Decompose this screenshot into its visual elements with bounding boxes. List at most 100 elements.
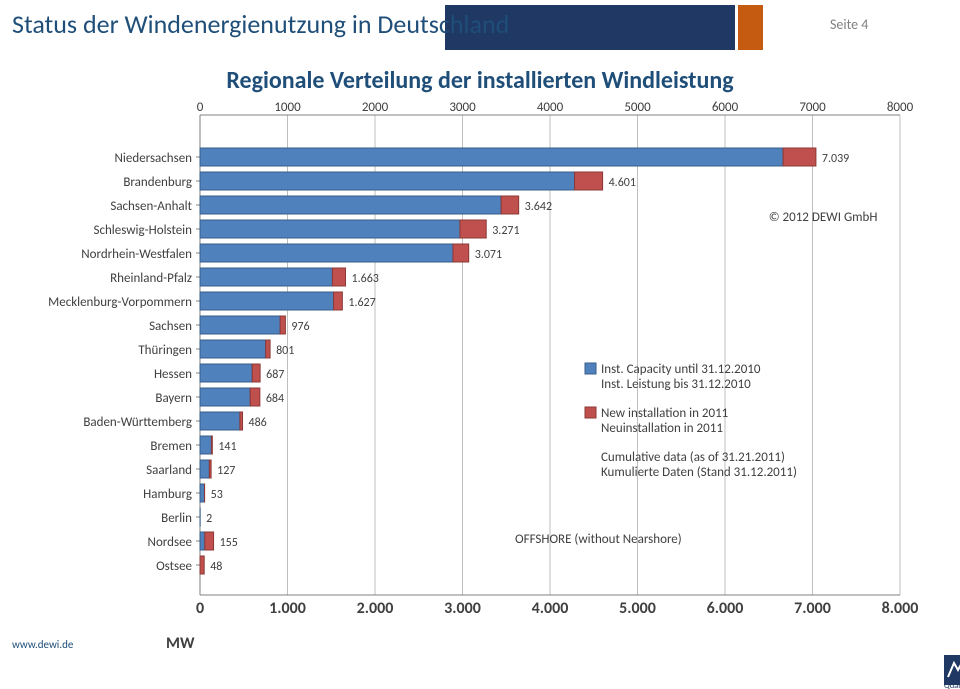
bar-value: 801 bbox=[276, 344, 294, 358]
bar-new bbox=[783, 148, 816, 166]
x-tick-top: 1000 bbox=[274, 100, 301, 115]
bar-new bbox=[332, 268, 345, 286]
category-label: Ostsee bbox=[156, 559, 192, 574]
header: Status der Windenergienutzung in Deutsch… bbox=[0, 0, 960, 62]
page-number: Seite 4 bbox=[830, 16, 868, 33]
chart: 0 1000 2000 3000 4000 5000 6000 7000 8000 0 1.000 2… bbox=[0, 97, 960, 627]
bar-value: 684 bbox=[266, 392, 284, 406]
bar-new bbox=[453, 244, 469, 262]
legend-swatch bbox=[585, 407, 596, 418]
x-tick-bottom: 8.000 bbox=[882, 599, 919, 618]
bar-capacity bbox=[200, 340, 266, 358]
bar-new bbox=[501, 196, 519, 214]
legend-line1: New installation in 2011 bbox=[601, 406, 728, 421]
category-label: Nordrhein-Westfalen bbox=[81, 247, 192, 262]
copyright: © 2012 DEWI GmbH bbox=[769, 210, 878, 225]
bar-value: 2 bbox=[206, 512, 212, 526]
bar-value: 7.039 bbox=[822, 152, 849, 166]
footer: www.dewi.de MW DEWI Quality by Know-how. bbox=[0, 627, 960, 655]
x-tick-bottom: 4.000 bbox=[532, 599, 569, 618]
category-label: Sachsen-Anhalt bbox=[110, 199, 192, 214]
page-title: Status der Windenergienutzung in Deutsch… bbox=[12, 8, 509, 40]
x-tick-top: 0 bbox=[197, 100, 204, 115]
bar-value: 48 bbox=[210, 560, 222, 574]
bar-new bbox=[250, 388, 260, 406]
bar-capacity bbox=[200, 148, 783, 166]
chart-svg: 0 1000 2000 3000 4000 5000 6000 7000 8000 0 1.000 2… bbox=[0, 97, 960, 627]
bar-capacity bbox=[200, 244, 453, 262]
bar-value: 53 bbox=[211, 488, 223, 502]
bar-value: 4.601 bbox=[609, 176, 636, 190]
bar-new bbox=[209, 460, 211, 478]
bar-new bbox=[266, 340, 270, 358]
x-tick-bottom: 0 bbox=[196, 599, 204, 618]
legend-swatch bbox=[585, 363, 596, 374]
bar-capacity bbox=[200, 292, 334, 310]
bar-capacity bbox=[200, 268, 332, 286]
bar-new bbox=[252, 364, 260, 382]
category-label: Niedersachsen bbox=[115, 151, 193, 166]
x-tick-top: 8000 bbox=[887, 100, 914, 115]
bar-value: 3.642 bbox=[525, 200, 552, 214]
footer-url: www.dewi.de bbox=[12, 638, 73, 651]
x-tick-top: 2000 bbox=[362, 100, 389, 115]
category-label: Berlin bbox=[161, 511, 192, 526]
category-label: Bremen bbox=[150, 439, 192, 454]
bar-value: 3.071 bbox=[475, 248, 502, 262]
x-tick-top: 3000 bbox=[449, 100, 476, 115]
x-tick-bottom: 2.000 bbox=[357, 599, 394, 618]
bar-capacity bbox=[200, 364, 252, 382]
bar-new bbox=[211, 436, 212, 454]
bar-value: 155 bbox=[220, 536, 238, 550]
offshore-label: OFFSHORE (without Nearshore) bbox=[515, 532, 682, 547]
bar-capacity bbox=[200, 172, 575, 190]
category-label: Rheinland-Pfalz bbox=[110, 271, 192, 286]
x-tick-bottom: 5.000 bbox=[619, 599, 656, 618]
x-tick-top: 5000 bbox=[624, 100, 651, 115]
bar-new bbox=[575, 172, 603, 190]
category-label: Baden-Württemberg bbox=[83, 415, 192, 430]
chart-title: Regionale Verteilung der installierten W… bbox=[0, 66, 960, 95]
category-label: Bayern bbox=[155, 391, 192, 406]
category-label: Sachsen bbox=[149, 319, 192, 334]
legend-line1: Cumulative data (as of 31.21.2011) bbox=[601, 450, 785, 465]
bar-capacity bbox=[200, 436, 211, 454]
bar-capacity bbox=[200, 388, 250, 406]
x-tick-bottom: 1.000 bbox=[269, 599, 306, 618]
category-label: Schleswig-Holstein bbox=[93, 223, 192, 238]
mw-label: MW bbox=[166, 634, 194, 653]
bar-value: 687 bbox=[266, 368, 284, 382]
category-label: Hessen bbox=[154, 367, 192, 382]
bar-new bbox=[205, 532, 214, 550]
legend-line2: Neuinstallation in 2011 bbox=[601, 421, 723, 436]
bar-capacity bbox=[200, 316, 280, 334]
bar-new bbox=[460, 220, 486, 238]
legend-line2: Inst. Leistung bis 31.12.2010 bbox=[601, 377, 751, 392]
legend-line2: Kumulierte Daten (Stand 31.12.2011) bbox=[601, 465, 797, 480]
x-tick-bottom: 6.000 bbox=[707, 599, 744, 618]
x-tick-top: 6000 bbox=[712, 100, 739, 115]
category-label: Thüringen bbox=[138, 343, 192, 358]
bar-new bbox=[280, 316, 285, 334]
bar-new bbox=[334, 292, 343, 310]
bar-value: 127 bbox=[217, 464, 235, 478]
bar-capacity bbox=[200, 196, 501, 214]
category-label: Saarland bbox=[146, 463, 192, 478]
x-tick-top: 7000 bbox=[799, 100, 826, 115]
bar-value: 141 bbox=[218, 440, 236, 454]
category-label: Brandenburg bbox=[123, 175, 192, 190]
bar-value: 486 bbox=[249, 416, 267, 430]
category-label: Nordsee bbox=[148, 535, 192, 550]
bar-capacity bbox=[200, 412, 240, 430]
bar-capacity bbox=[200, 220, 460, 238]
bar-new bbox=[200, 556, 204, 574]
bar-value: 1.663 bbox=[352, 272, 379, 286]
bar-new bbox=[240, 412, 243, 430]
bar-value: 3.271 bbox=[492, 224, 519, 238]
bar-value: 1.627 bbox=[348, 296, 375, 310]
bar-capacity bbox=[200, 532, 205, 550]
bar-value: 976 bbox=[291, 320, 309, 334]
bar-capacity bbox=[200, 484, 204, 502]
x-tick-bottom: 7.000 bbox=[794, 599, 831, 618]
x-tick-top: 4000 bbox=[537, 100, 564, 115]
